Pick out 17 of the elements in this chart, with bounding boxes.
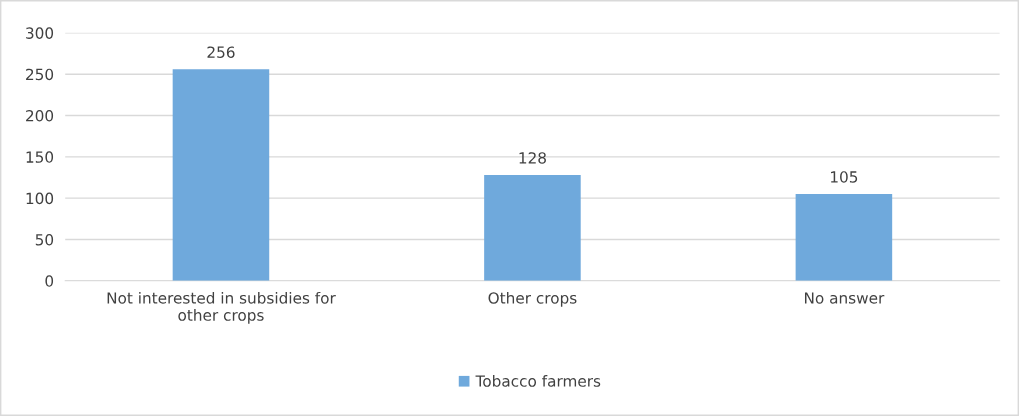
- y-tick-label: 250: [26, 68, 54, 81]
- y-tick-label: 150: [26, 151, 54, 163]
- x-tick-label: Other crops: [488, 291, 577, 307]
- data-label: 128: [519, 152, 546, 164]
- legend-label: Tobacco farmers: [475, 374, 601, 387]
- data-label: 105: [831, 171, 858, 183]
- x-tick-label: No answer: [804, 292, 885, 304]
- bar: [172, 69, 270, 281]
- y-tick-label: 50: [35, 233, 54, 246]
- y-tick-label: 0: [45, 275, 54, 287]
- bar: [484, 175, 581, 281]
- bar: [795, 194, 893, 281]
- y-tick-label: 300: [26, 27, 54, 39]
- y-tick-label: 100: [26, 192, 54, 205]
- data-label: 256: [207, 46, 235, 58]
- x-tick-label: Not interested in subsidies for other crops: [107, 291, 336, 324]
- y-tick-label: 200: [26, 109, 54, 122]
